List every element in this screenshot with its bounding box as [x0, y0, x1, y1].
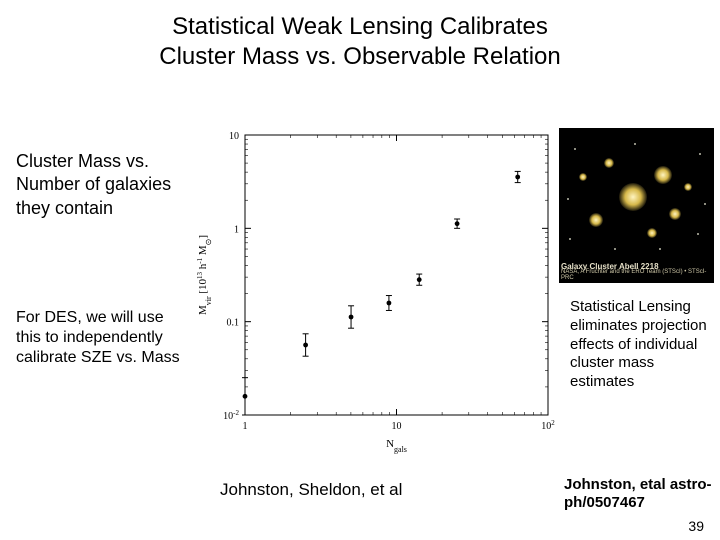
page-number: 39 — [688, 518, 704, 534]
left-text-block-1: Cluster Mass vs. Number of galaxies they… — [16, 150, 186, 220]
svg-text:Mvir [1013 h-1 M⊙]: Mvir [1013 h-1 M⊙] — [196, 235, 213, 315]
right-text-block: Statistical Lensing eliminates projectio… — [570, 298, 710, 392]
slide-title: Statistical Weak Lensing Calibrates Clus… — [0, 0, 720, 72]
galaxy-cluster-image: Galaxy Cluster Abell 2218 NASA, A Frucht… — [559, 128, 714, 283]
left-text-block-2: For DES, we will use this to independent… — [16, 308, 186, 368]
mass-vs-ngals-chart: 10-2 0.1 1 10 1 10 102 Ngals Mvir [1013 h-1 M⊙] — [190, 125, 560, 455]
svg-text:0.1: 0.1 — [227, 318, 240, 329]
galaxy-credit: NASA, A Fruchter and the ERO Team (STScI… — [561, 269, 714, 281]
svg-text:1: 1 — [243, 421, 248, 432]
svg-text:Ngals: Ngals — [386, 438, 407, 454]
bottom-citation: Johnston, Sheldon, et al — [220, 480, 402, 500]
svg-text:1: 1 — [234, 224, 239, 235]
svg-text:102: 102 — [541, 419, 555, 432]
right-citation: Johnston, etal astro-ph/0507467 — [564, 476, 714, 512]
svg-text:10: 10 — [392, 421, 402, 432]
title-line-2: Cluster Mass vs. Observable Relation — [159, 43, 560, 70]
svg-text:10: 10 — [229, 131, 239, 142]
title-line-1: Statistical Weak Lensing Calibrates — [172, 13, 548, 40]
svg-text:10-2: 10-2 — [223, 409, 239, 422]
